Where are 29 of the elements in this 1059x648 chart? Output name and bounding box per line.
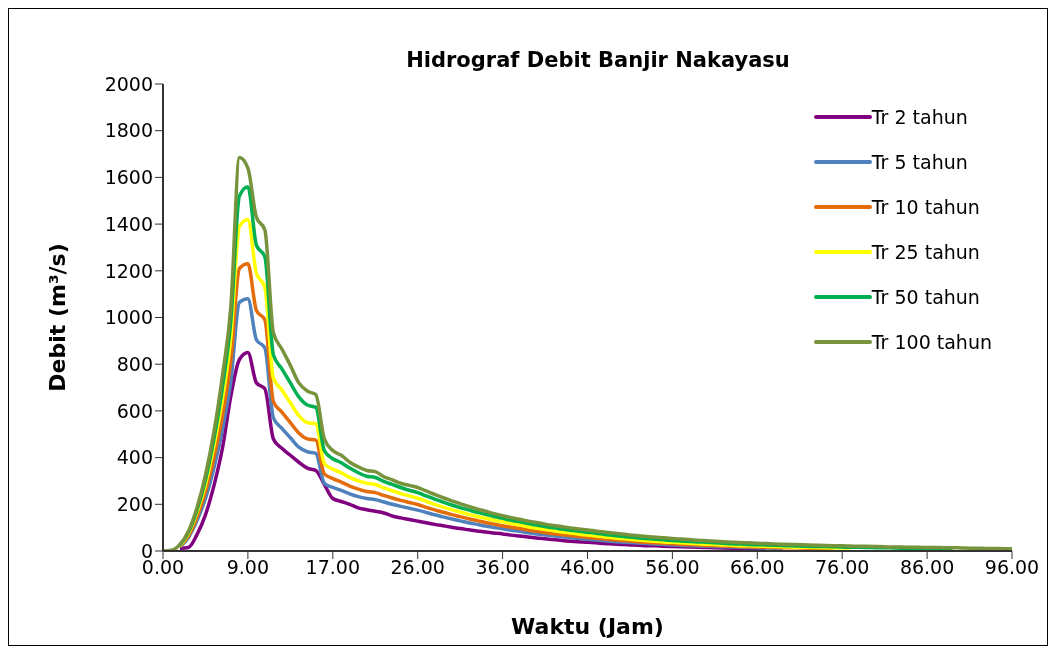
y-tick-label: 2000 <box>104 72 153 95</box>
y-tick-label: 1600 <box>104 166 153 189</box>
x-tick-label: 46.00 <box>560 556 615 579</box>
legend-label: Tr 5 tahun <box>871 150 968 173</box>
x-tick-label: 36.00 <box>475 556 530 579</box>
x-tick-label: 86.00 <box>899 556 955 579</box>
y-tick-label: 1400 <box>104 212 153 235</box>
x-tick-label: 9.00 <box>226 556 270 579</box>
legend-label: Tr 2 tahun <box>871 105 968 128</box>
y-tick-label: 600 <box>116 399 153 422</box>
x-tick-label: 17.00 <box>305 556 360 579</box>
chart-title: Hidrograf Debit Banjir Nakayasu <box>406 48 790 72</box>
legend-label: Tr 10 tahun <box>871 195 980 218</box>
x-axis-title: Waktu (Jam) <box>511 614 664 639</box>
y-axis-title: Debit (m³/s) <box>44 243 70 392</box>
legend-label: Tr 25 tahun <box>871 240 980 263</box>
y-tick-label: 400 <box>116 446 153 469</box>
legend-label: Tr 50 tahun <box>871 285 980 308</box>
x-tick-label: 66.00 <box>730 556 785 579</box>
y-tick-label: 800 <box>116 352 153 375</box>
legend-label: Tr 100 tahun <box>871 330 992 353</box>
x-tick-label: 76.00 <box>815 556 870 579</box>
x-tick-label: 56.00 <box>645 556 700 579</box>
y-tick-label: 1800 <box>104 119 153 142</box>
y-tick-label: 200 <box>116 493 153 516</box>
x-tick-label: 26.00 <box>390 556 445 579</box>
y-tick-label: 1200 <box>104 259 153 282</box>
x-tick-label: 96.00 <box>984 556 1040 579</box>
y-tick-label: 1000 <box>104 306 153 329</box>
